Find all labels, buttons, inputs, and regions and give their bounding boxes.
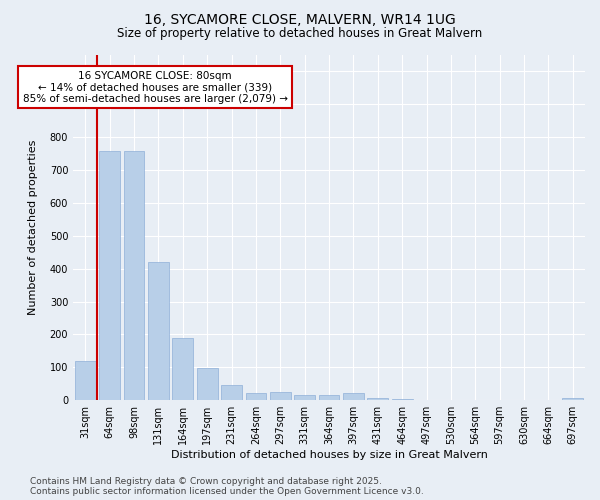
- Y-axis label: Number of detached properties: Number of detached properties: [28, 140, 38, 316]
- Bar: [124, 152, 145, 400]
- Text: Size of property relative to detached houses in Great Malvern: Size of property relative to detached ho…: [118, 28, 482, 40]
- Text: 16 SYCAMORE CLOSE: 80sqm
← 14% of detached houses are smaller (339)
85% of semi-: 16 SYCAMORE CLOSE: 80sqm ← 14% of detach…: [23, 70, 287, 104]
- Bar: [100, 152, 120, 400]
- Bar: [197, 368, 218, 400]
- Bar: [319, 396, 340, 400]
- Bar: [343, 393, 364, 400]
- Bar: [270, 392, 290, 400]
- Bar: [221, 385, 242, 400]
- X-axis label: Distribution of detached houses by size in Great Malvern: Distribution of detached houses by size …: [170, 450, 487, 460]
- Bar: [367, 398, 388, 400]
- Bar: [148, 262, 169, 400]
- Text: Contains HM Land Registry data © Crown copyright and database right 2025.: Contains HM Land Registry data © Crown c…: [30, 477, 382, 486]
- Bar: [75, 362, 95, 400]
- Bar: [245, 393, 266, 400]
- Bar: [172, 338, 193, 400]
- Text: Contains public sector information licensed under the Open Government Licence v3: Contains public sector information licen…: [30, 487, 424, 496]
- Bar: [295, 396, 315, 400]
- Bar: [562, 398, 583, 400]
- Bar: [392, 399, 413, 400]
- Text: 16, SYCAMORE CLOSE, MALVERN, WR14 1UG: 16, SYCAMORE CLOSE, MALVERN, WR14 1UG: [144, 12, 456, 26]
